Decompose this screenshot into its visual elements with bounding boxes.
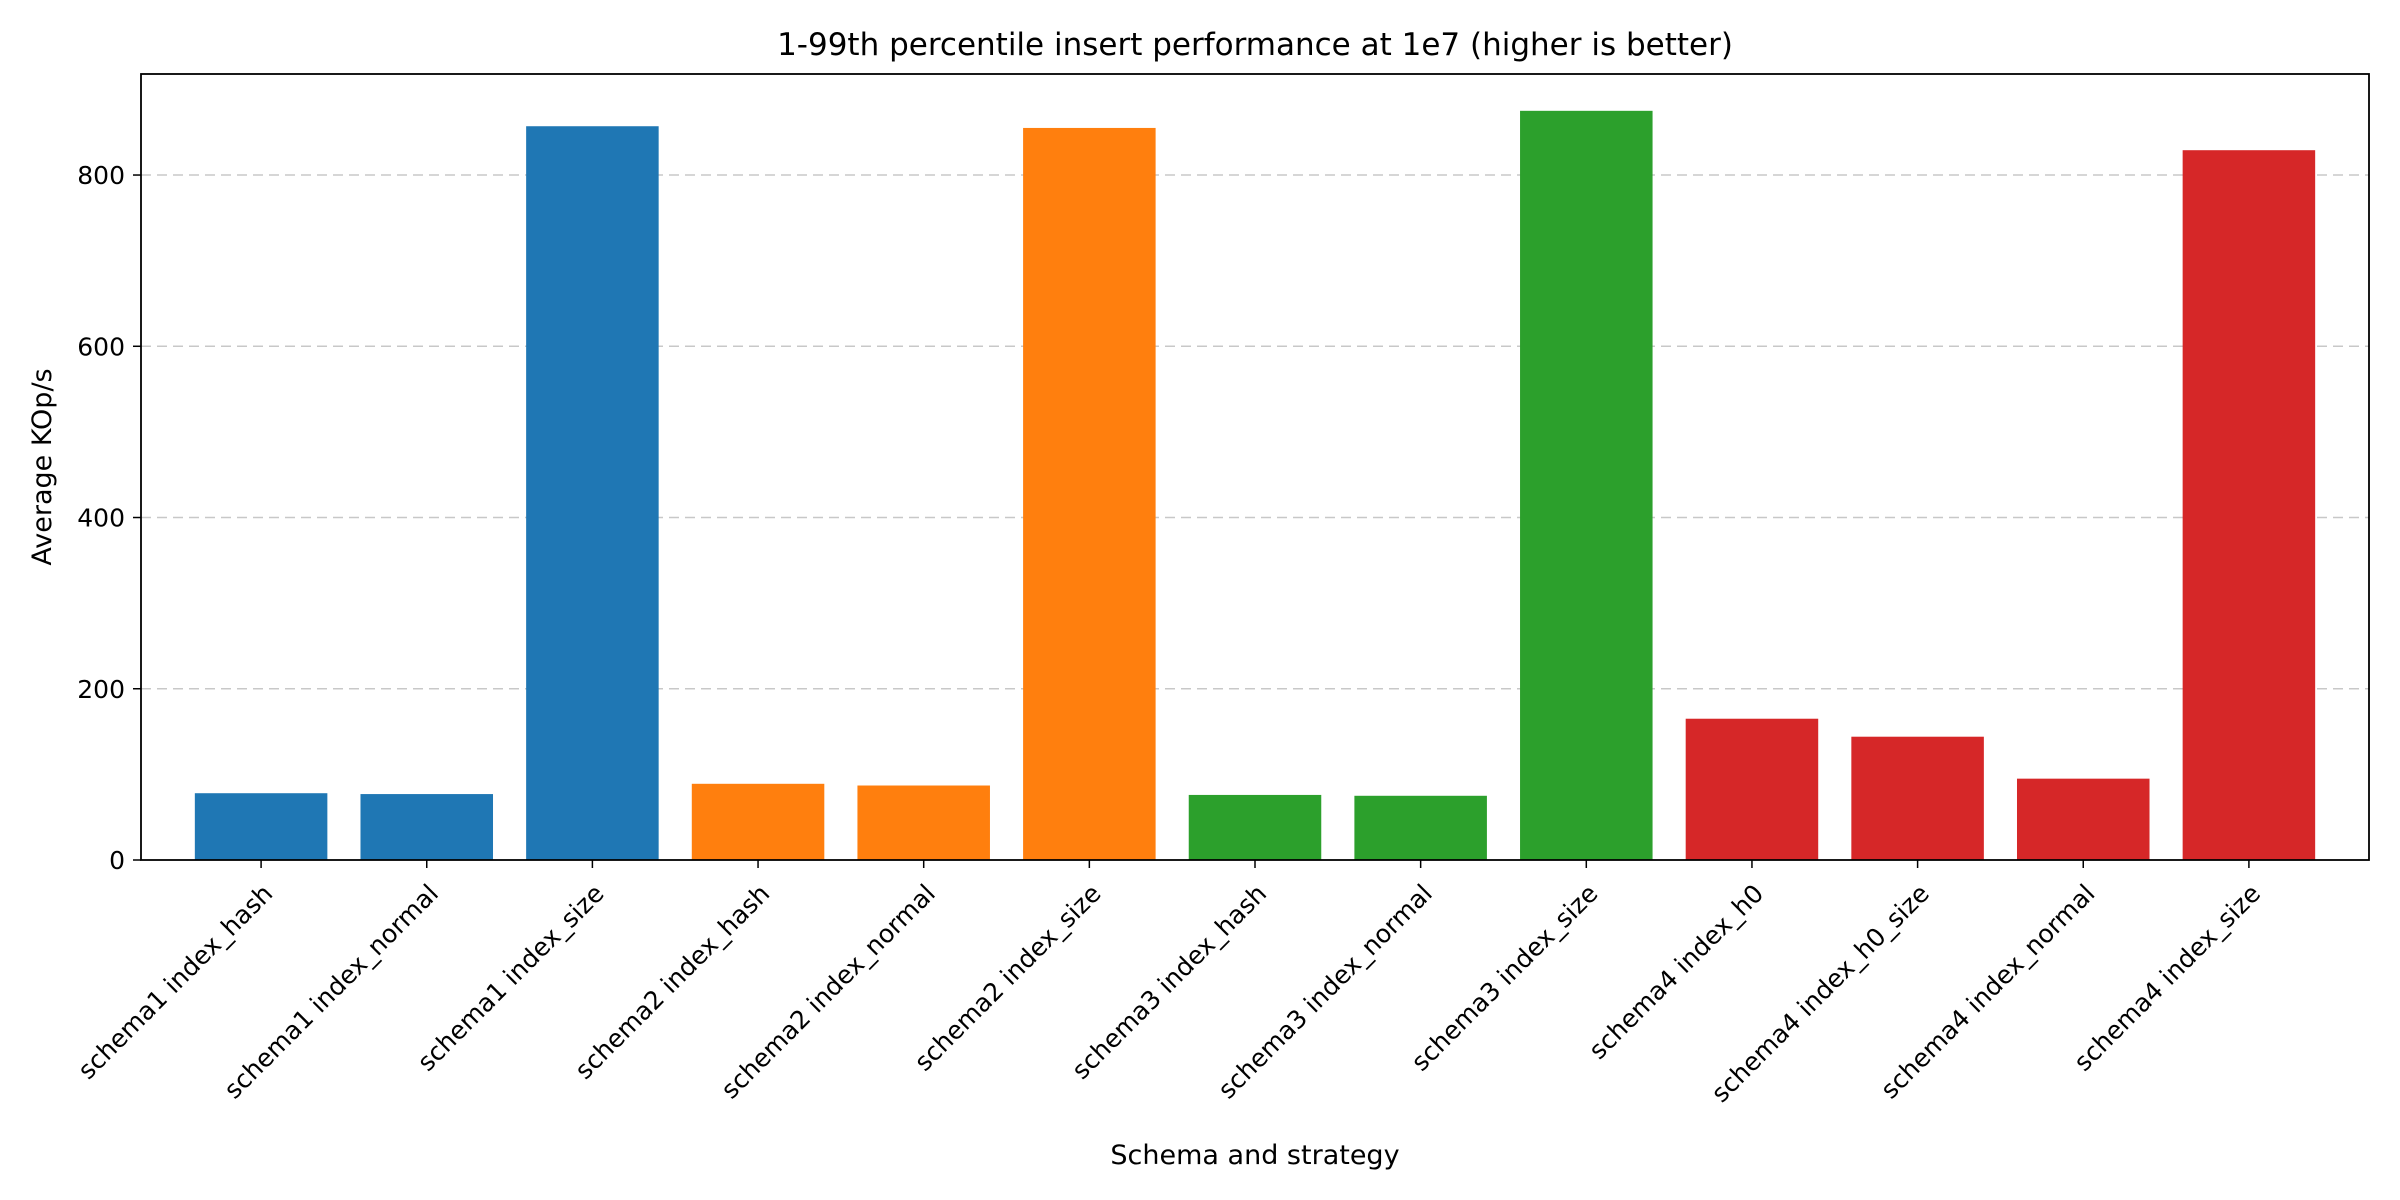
bar [526, 126, 659, 860]
y-tick-label: 200 [77, 675, 125, 704]
x-tick-label: schema1 index_size [412, 879, 610, 1077]
x-tick-label: schema2 index_size [909, 879, 1107, 1077]
bar [1188, 794, 1322, 860]
bar [2182, 150, 2316, 860]
y-tick-label: 0 [109, 846, 125, 875]
x-tick-label: schema4 index_size [2068, 879, 2266, 1077]
bar [1851, 736, 1984, 860]
y-tick-label: 600 [77, 332, 125, 361]
bar [857, 785, 990, 860]
bar [1023, 127, 1156, 861]
bar [1354, 795, 1487, 860]
bar [1685, 718, 1819, 860]
y-axis-label: Average KOp/s [27, 368, 58, 565]
y-tick-label: 400 [77, 504, 125, 533]
bar [1520, 110, 1653, 860]
x-tick-label: schema4 index_h0 [1583, 879, 1769, 1065]
y-tick-label: 800 [77, 161, 125, 190]
x-tick-label: schema3 index_size [1406, 879, 1604, 1077]
x-axis-label: Schema and strategy [1110, 1140, 1399, 1171]
grid-lines [141, 174, 2369, 690]
chart-title: 1-99th percentile insert performance at … [777, 27, 1733, 63]
plot-frame [140, 73, 2370, 861]
bar [360, 794, 494, 860]
bar [194, 793, 328, 860]
bar [691, 783, 825, 860]
y-axis-ticks: 0 200 400 600 800 [77, 161, 141, 875]
bars [194, 110, 2316, 861]
bar [2016, 778, 2150, 860]
